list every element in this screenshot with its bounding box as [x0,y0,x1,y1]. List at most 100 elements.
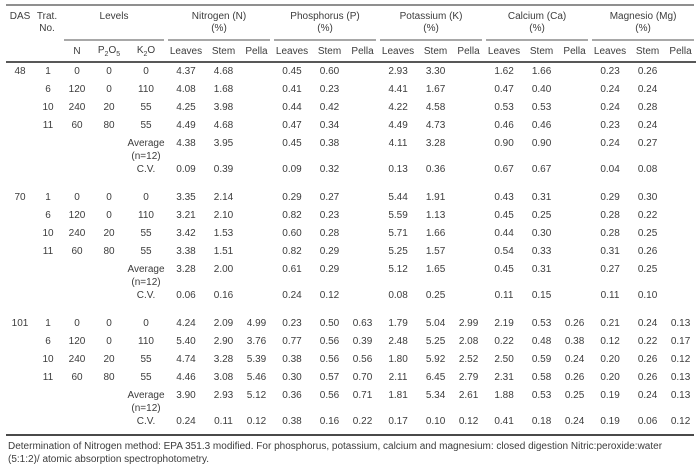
value-cell: 0.70 [352,372,373,383]
value-cell: 2.93 [388,66,408,77]
cv-value-cell: 0.11 [214,416,233,427]
value-cell: 0.21 [600,318,620,329]
level-cell: 80 [103,120,115,131]
table-row: 6 120 0 110 3.21 2.10 0.82 0.23 5.59 1.13 0.45 0.25… [6,207,696,225]
average-value-cell: 0.56 [319,390,340,401]
das-cell [6,163,34,180]
value-cell [347,81,378,99]
value-cell: 0.63 [352,318,373,329]
average-row: Average (n=12) 3.28 2.00 0.61 0.29 5.12 1.65 0.4… [6,261,696,289]
value-cell: 0.26 [564,372,585,383]
value-cell: 1.62 [494,66,514,77]
value-cell: 4.41 [388,84,408,95]
value-cell: 3.42 [176,228,196,239]
value-cell: 1.91 [425,192,446,203]
cv-value-cell: 0.15 [531,290,552,301]
value-cell: 0.82 [282,246,302,257]
value-cell: 0.34 [319,120,340,131]
value-cell: 0.23 [600,66,620,77]
value-cell: 1.13 [425,210,446,221]
table-row: 11 60 80 55 3.38 1.51 0.82 0.29 5.25 1.57 0.54 0.33… [6,243,696,261]
trat-no-cell [34,163,62,180]
value-cell: 0.27 [319,192,340,203]
value-cell: 3.98 [213,102,234,113]
level-cell [92,261,126,289]
trat-no-cell [34,415,62,432]
value-cell: 0.41 [282,84,302,95]
level-cell: 0 [143,66,149,77]
value-cell: 5.59 [388,210,408,221]
value-cell: 4.73 [425,120,446,131]
col-header-potassium-stem: Stem [418,40,454,63]
value-cell: 1.53 [213,228,234,239]
value-cell: 1.79 [388,318,408,329]
das-cell [6,369,34,387]
cv-value-cell: 0.67 [494,164,514,175]
value-cell: 2.79 [458,372,479,383]
level-cell: 55 [140,102,152,113]
value-cell: 0.28 [600,210,620,221]
trat-no-cell: 11 [42,372,54,383]
cv-value-cell: 0.08 [637,164,658,175]
value-cell: 0.56 [319,336,340,347]
value-cell: 4.24 [176,318,196,329]
value-cell: 2.08 [458,336,479,347]
level-cell: 0 [106,336,112,347]
col-header-phosphorus-leaves: Leaves [272,40,313,63]
cv-value-cell [241,289,272,306]
value-cell [559,207,590,225]
table-row: 10 240 20 55 4.25 3.98 0.44 0.42 4.22 4.58 0.53 0.5… [6,99,696,117]
level-cell [92,289,126,306]
cv-value-cell [559,289,590,306]
level-cell: 0 [74,318,80,329]
das-block-101: 101 1 0 0 0 4.24 2.09 4.99 0.23 0.50 0.63 1.79 5.04 2… [6,315,696,432]
average-value-cell: 0.45 [494,264,514,275]
value-cell [453,189,484,207]
level-cell: 0 [74,66,80,77]
value-cell [453,207,484,225]
spacer-cell [6,180,696,189]
value-cell [241,189,272,207]
value-cell: 0.44 [494,228,514,239]
value-cell: 4.68 [213,66,234,77]
value-cell: 3.35 [176,192,196,203]
value-cell [453,243,484,261]
cv-value-cell: 0.22 [352,416,373,427]
table-row: 11 60 80 55 4.46 3.08 5.46 0.30 0.57 0.70 2.11 6.45… [6,369,696,387]
value-cell [347,207,378,225]
cv-label: C.V. [136,164,156,175]
value-cell: 0.12 [600,336,620,347]
value-cell [665,81,696,99]
value-cell: 0.30 [637,192,658,203]
table-row: 10 240 20 55 4.74 3.28 5.39 0.38 0.56 0.56 1.80 5.9… [6,351,696,369]
average-value-cell: 0.38 [319,138,340,149]
value-cell [241,225,272,243]
level-cell: 20 [103,102,115,113]
cv-value-cell: 0.11 [600,290,620,301]
value-cell: 0.46 [531,120,552,131]
value-cell: 0.56 [352,354,373,365]
value-cell [453,62,484,81]
level-cell [62,387,92,415]
value-cell: 0.23 [319,210,340,221]
col-header-magnesio-leaves: Leaves [590,40,631,63]
group-header-potassium: Potassium (K) (%) [376,6,487,41]
value-cell: 2.52 [458,354,479,365]
level-cell: 80 [103,372,115,383]
value-cell [665,207,696,225]
level-cell: 0 [106,66,112,77]
value-cell: 3.21 [176,210,196,221]
cv-value-cell: 0.12 [246,416,267,427]
value-cell: 0.77 [282,336,302,347]
level-cell: 55 [140,246,152,257]
col-header-magnesio-stem: Stem [630,40,666,63]
level-cell: 55 [140,120,152,131]
value-cell [665,62,696,81]
value-cell: 0.30 [282,372,302,383]
value-cell: 0.30 [531,228,552,239]
level-cell [62,289,92,306]
header-row-groups: DAS Trat. No. Levels Nitrogen (N) (%) Phosphor… [6,6,699,63]
level-cell: 240 [68,228,86,239]
average-value-cell: 0.27 [600,264,620,275]
value-cell: 5.92 [425,354,446,365]
